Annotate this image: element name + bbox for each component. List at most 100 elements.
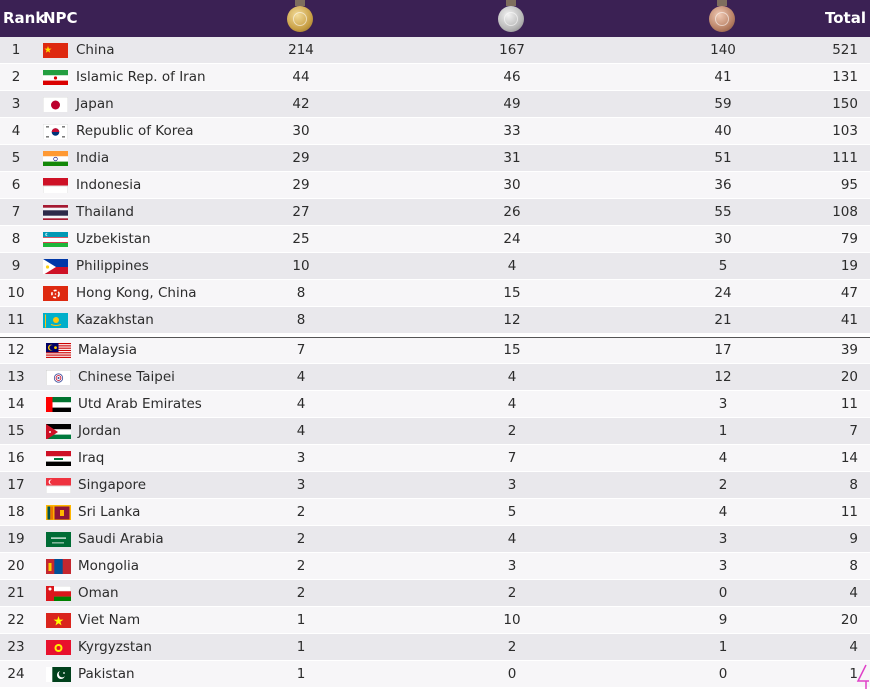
bronze-count-cell: 1	[718, 423, 728, 439]
table-row[interactable]: 19 Saudi Arabia 2 4 3 9	[0, 526, 870, 553]
table-row[interactable]: 18 Sri Lanka 2 5 4 11	[0, 499, 870, 526]
silver-count-cell: 2	[507, 585, 517, 601]
sri-lanka-flag-icon	[46, 504, 71, 520]
table-row[interactable]: 13 Chinese Taipei 4 4 12 20	[0, 364, 870, 391]
table-row[interactable]: 12 Malaysia 7 15 17 39	[0, 337, 870, 364]
total-column-header[interactable]: Total	[825, 9, 866, 27]
total-count-cell: 111	[832, 150, 858, 166]
bronze-count-cell: 12	[714, 369, 732, 385]
thailand-flag-icon	[43, 204, 68, 220]
table-row[interactable]: 24 Pakistan 1 0 0 1	[0, 661, 870, 688]
total-count-cell: 95	[840, 177, 858, 193]
bronze-count-cell: 0	[718, 585, 728, 601]
total-count-cell: 8	[849, 477, 858, 493]
table-divider	[0, 337, 870, 338]
table-row[interactable]: 5 India 29 31 51 111	[0, 145, 870, 172]
bronze-count-cell: 24	[714, 285, 732, 301]
hong-kong-flag-icon	[43, 285, 68, 301]
silver-count-cell: 2	[507, 639, 517, 655]
bronze-count-cell: 4	[718, 504, 728, 520]
total-count-cell: 131	[832, 69, 858, 85]
total-count-cell: 19	[840, 258, 858, 274]
total-count-cell: 521	[832, 42, 858, 58]
mongolia-flag-icon	[46, 558, 71, 574]
bronze-count-cell: 21	[714, 312, 732, 328]
rank-cell: 9	[11, 258, 21, 274]
gold-count-cell: 1	[296, 666, 306, 682]
silver-count-cell: 24	[503, 231, 521, 247]
table-row[interactable]: 7 Thailand 27 26 55 108	[0, 199, 870, 226]
silver-count-cell: 4	[507, 369, 517, 385]
bronze-count-cell: 40	[714, 123, 732, 139]
country-name-cell: Kyrgyzstan	[78, 639, 152, 655]
gold-count-cell: 1	[296, 612, 306, 628]
kyrgyzstan-flag-icon	[46, 639, 71, 655]
gold-count-cell: 2	[296, 558, 306, 574]
table-row[interactable]: 15 Jordan 4 2 1 7	[0, 418, 870, 445]
bronze-count-cell: 3	[718, 558, 728, 574]
bronze-medal-icon[interactable]	[709, 0, 735, 32]
silver-count-cell: 49	[503, 96, 521, 112]
total-count-cell: 11	[840, 396, 858, 412]
silver-medal-icon[interactable]	[498, 0, 524, 32]
total-count-cell: 4	[849, 585, 858, 601]
country-name-cell: Oman	[78, 585, 119, 601]
silver-count-cell: 3	[507, 477, 517, 493]
rank-cell: 5	[11, 150, 21, 166]
kazakhstan-flag-icon	[43, 312, 68, 328]
saudi-arabia-flag-icon	[46, 531, 71, 547]
table-row[interactable]: 8 Uzbekistan 25 24 30 79	[0, 226, 870, 253]
table-row[interactable]: 6 Indonesia 29 30 36 95	[0, 172, 870, 199]
table-row[interactable]: 16 Iraq 3 7 4 14	[0, 445, 870, 472]
country-name-cell: Sri Lanka	[78, 504, 141, 520]
gold-medal-icon[interactable]	[287, 0, 313, 32]
rank-cell: 7	[11, 204, 21, 220]
silver-count-cell: 4	[507, 531, 517, 547]
rank-cell: 6	[11, 177, 21, 193]
total-count-cell: 108	[832, 204, 858, 220]
country-name-cell: Uzbekistan	[76, 231, 151, 247]
table-row[interactable]: 2 Islamic Rep. of Iran 44 46 41 131	[0, 64, 870, 91]
gold-count-cell: 4	[296, 396, 306, 412]
table-row[interactable]: 3 Japan 42 49 59 150	[0, 91, 870, 118]
table-row[interactable]: 11 Kazakhstan 8 12 21 41	[0, 307, 870, 334]
silver-count-cell: 15	[503, 285, 521, 301]
rank-cell: 11	[7, 312, 25, 328]
country-name-cell: Indonesia	[76, 177, 142, 193]
gold-count-cell: 3	[296, 477, 306, 493]
total-count-cell: 150	[832, 96, 858, 112]
gold-count-cell: 2	[296, 531, 306, 547]
rank-cell: 13	[7, 369, 25, 385]
rank-cell: 18	[7, 504, 25, 520]
npc-column-header[interactable]: NPC	[43, 9, 78, 27]
total-count-cell: 1	[849, 666, 858, 682]
table-row[interactable]: 20 Mongolia 2 3 3 8	[0, 553, 870, 580]
table-row[interactable]: 21 Oman 2 2 0 4	[0, 580, 870, 607]
bronze-count-cell: 5	[718, 258, 728, 274]
table-row[interactable]: 23 Kyrgyzstan 1 2 1 4	[0, 634, 870, 661]
country-name-cell: Malaysia	[78, 342, 137, 358]
bronze-count-cell: 3	[718, 531, 728, 547]
bronze-count-cell: 51	[714, 150, 732, 166]
gold-count-cell: 8	[296, 285, 306, 301]
silver-count-cell: 10	[503, 612, 521, 628]
rank-column-header[interactable]: Rank	[3, 9, 46, 27]
country-name-cell: Republic of Korea	[76, 123, 194, 139]
table-row[interactable]: 4 Republic of Korea 30 33 40 103	[0, 118, 870, 145]
country-name-cell: Singapore	[78, 477, 147, 493]
table-row[interactable]: 22 Viet Nam 1 10 9 20	[0, 607, 870, 634]
table-row[interactable]: 17 Singapore 3 3 2 8	[0, 472, 870, 499]
table-row[interactable]: 10 Hong Kong, China 8 15 24 47	[0, 280, 870, 307]
table-row[interactable]: 1 China 214 167 140 521	[0, 37, 870, 64]
india-flag-icon	[43, 150, 68, 166]
total-count-cell: 20	[840, 369, 858, 385]
table-row[interactable]: 9 Philippines 10 4 5 19	[0, 253, 870, 280]
total-count-cell: 79	[840, 231, 858, 247]
gold-count-cell: 1	[296, 639, 306, 655]
philippines-flag-icon	[43, 258, 68, 274]
country-name-cell: Jordan	[78, 423, 121, 439]
bronze-count-cell: 1	[718, 639, 728, 655]
bronze-count-cell: 4	[718, 450, 728, 466]
country-name-cell: Viet Nam	[78, 612, 141, 628]
table-row[interactable]: 14 Utd Arab Emirates 4 4 3 11	[0, 391, 870, 418]
